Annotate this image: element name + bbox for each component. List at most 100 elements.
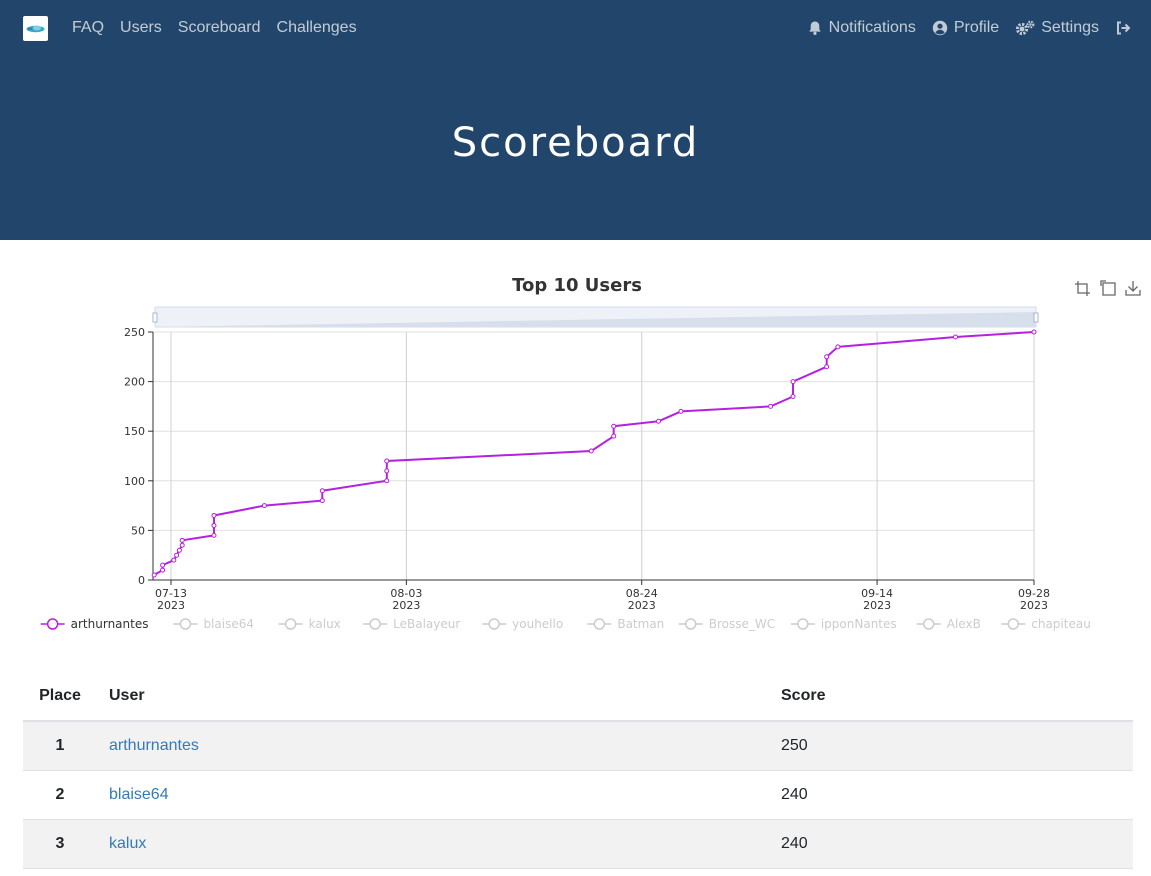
user-link[interactable]: blaise64: [109, 786, 169, 803]
download-icon[interactable]: [1125, 281, 1141, 296]
x-tick-year: 2023: [863, 599, 891, 612]
legend-label: AlexB: [947, 617, 981, 631]
user-link[interactable]: kalux: [109, 835, 147, 852]
legend-item-Batman[interactable]: Batman: [587, 617, 664, 631]
x-tick-label: 09-28: [1018, 587, 1050, 600]
x-tick-year: 2023: [628, 599, 656, 612]
x-tick-label: 09-14: [861, 587, 893, 600]
row-user: arthurnantes: [97, 721, 769, 771]
legend-label: Brosse_WC: [709, 617, 775, 631]
table-header-row: Place User Score: [23, 672, 1133, 722]
data-point[interactable]: [319, 488, 325, 494]
user-link[interactable]: arthurnantes: [109, 737, 199, 754]
table-row: 2 blaise64 240: [23, 770, 1133, 820]
legend-label: chapiteau: [1031, 617, 1091, 631]
bell-icon: [808, 21, 821, 35]
data-point[interactable]: [835, 344, 841, 350]
data-point[interactable]: [179, 542, 185, 548]
data-point[interactable]: [160, 567, 166, 573]
legend-label: ipponNantes: [821, 617, 897, 631]
data-point[interactable]: [384, 458, 390, 464]
data-point[interactable]: [611, 423, 617, 429]
legend-label: youhello: [512, 617, 563, 631]
data-point[interactable]: [656, 418, 662, 424]
y-tick-label: 150: [124, 425, 145, 438]
legend-item-LeBalayeur[interactable]: LeBalayeur: [363, 617, 460, 631]
nav-link-challenges[interactable]: Challenges: [276, 19, 357, 36]
x-tick-label: 07-13: [155, 587, 187, 600]
data-point[interactable]: [174, 552, 180, 558]
data-point[interactable]: [1031, 329, 1037, 335]
logo-icon: [26, 25, 45, 33]
user-circle-icon: [932, 20, 948, 36]
nav-link-users[interactable]: Users: [120, 19, 162, 36]
legend-item-arthurnantes[interactable]: arthurnantes: [40, 617, 149, 631]
zoom-icon[interactable]: [1075, 281, 1090, 296]
data-point[interactable]: [171, 557, 177, 563]
notifications-link[interactable]: Notifications: [807, 17, 916, 39]
data-point[interactable]: [211, 513, 217, 519]
nav-link-faq[interactable]: FAQ: [72, 19, 105, 36]
data-point[interactable]: [384, 468, 390, 474]
zoom-reset-icon[interactable]: [1100, 280, 1116, 296]
zoom-handle-right[interactable]: [1033, 312, 1039, 323]
data-point[interactable]: [790, 393, 796, 399]
x-tick-year: 2023: [157, 599, 185, 612]
legend-item-AlexB[interactable]: AlexB: [916, 617, 981, 631]
data-point[interactable]: [384, 478, 390, 484]
data-point[interactable]: [211, 532, 217, 538]
x-tick-label: 08-24: [626, 587, 658, 600]
legend-label: Batman: [617, 617, 664, 631]
data-point[interactable]: [611, 433, 617, 439]
legend-label: LeBalayeur: [393, 617, 460, 631]
settings-link[interactable]: Settings: [1015, 17, 1099, 39]
data-point[interactable]: [824, 354, 830, 360]
table-row: 3 kalux 240: [23, 819, 1133, 869]
legend-item-youhello[interactable]: youhello: [482, 617, 563, 631]
x-tick-year: 2023: [1020, 599, 1048, 612]
data-point[interactable]: [953, 334, 959, 340]
data-point[interactable]: [160, 562, 166, 568]
legend-item-blaise64[interactable]: blaise64: [173, 617, 254, 631]
legend-item-kalux[interactable]: kalux: [278, 617, 341, 631]
profile-link[interactable]: Profile: [932, 17, 999, 39]
row-place: 1: [23, 721, 97, 771]
data-point[interactable]: [678, 408, 684, 414]
column-header-score: Score: [769, 672, 1133, 722]
data-point[interactable]: [211, 522, 217, 528]
data-point[interactable]: [768, 403, 774, 409]
y-tick-label: 50: [131, 524, 145, 537]
profile-label: Profile: [953, 19, 1000, 36]
data-point[interactable]: [319, 498, 325, 504]
y-tick-label: 100: [124, 475, 145, 488]
y-tick-label: 250: [124, 326, 145, 339]
legend-item-ipponNantes[interactable]: ipponNantes: [790, 617, 897, 631]
row-place: 2: [23, 770, 97, 820]
legend-label: arthurnantes: [71, 617, 149, 631]
nav-link-scoreboard[interactable]: Scoreboard: [177, 19, 261, 36]
series-line-arthurnantes: [153, 331, 1035, 576]
zoom-slider-shadow: [155, 312, 1036, 327]
sign-out-icon: [1117, 21, 1131, 35]
row-score: 240: [769, 770, 1133, 820]
logout-button[interactable]: [1115, 20, 1137, 36]
scoreboard-table: Place User Score 1 arthurnantes 250 2 bl…: [23, 672, 1133, 869]
data-point[interactable]: [176, 547, 182, 553]
zoom-handle-left[interactable]: [152, 312, 158, 323]
score-graph: Top 10 Users 0 50 100 150 200 250 07-13 2023 08-0…: [0, 240, 1151, 640]
data-point[interactable]: [179, 537, 185, 543]
site-logo[interactable]: [23, 16, 48, 41]
settings-label: Settings: [1041, 19, 1099, 36]
navbar: FAQ Users Scoreboard Challenges Notifica…: [0, 0, 1151, 56]
legend-item-Brosse_WC[interactable]: Brosse_WC: [678, 617, 775, 631]
data-point[interactable]: [824, 364, 830, 370]
data-point[interactable]: [588, 448, 594, 454]
row-user: blaise64: [97, 770, 769, 820]
data-point[interactable]: [261, 503, 267, 509]
data-point[interactable]: [151, 572, 157, 578]
page-title: Scoreboard: [451, 120, 700, 166]
legend-label: kalux: [309, 617, 341, 631]
chart-title: Top 10 Users: [512, 275, 642, 296]
legend-item-chapiteau[interactable]: chapiteau: [1001, 617, 1091, 631]
data-point[interactable]: [790, 379, 796, 385]
